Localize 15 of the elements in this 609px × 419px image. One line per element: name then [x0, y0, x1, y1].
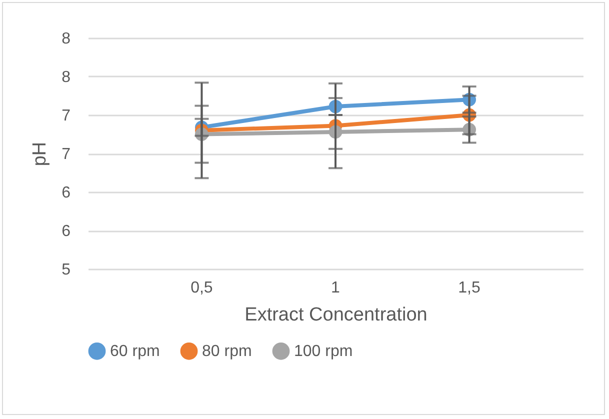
- y-tick-label: 8: [62, 69, 71, 86]
- y-tick-label: 7: [62, 146, 71, 163]
- x-tick-label: 1,5: [458, 280, 481, 296]
- y-tick-label: 7: [62, 108, 71, 124]
- y-tick-label: 6: [62, 223, 71, 240]
- legend-label: 60 rpm: [110, 343, 160, 360]
- y-tick-label: 5: [62, 262, 71, 278]
- x-axis-title: Extract Concentration: [244, 304, 428, 326]
- y-axis-title: pH: [30, 142, 51, 166]
- legend-label: 100 rpm: [294, 343, 353, 360]
- legend-label: 80 rpm: [202, 343, 252, 360]
- y-tick-label: 8: [62, 30, 71, 48]
- y-tick-label: 6: [62, 184, 71, 202]
- x-tick-label: 1: [331, 280, 340, 296]
- x-tick-label: 0,5: [190, 280, 213, 296]
